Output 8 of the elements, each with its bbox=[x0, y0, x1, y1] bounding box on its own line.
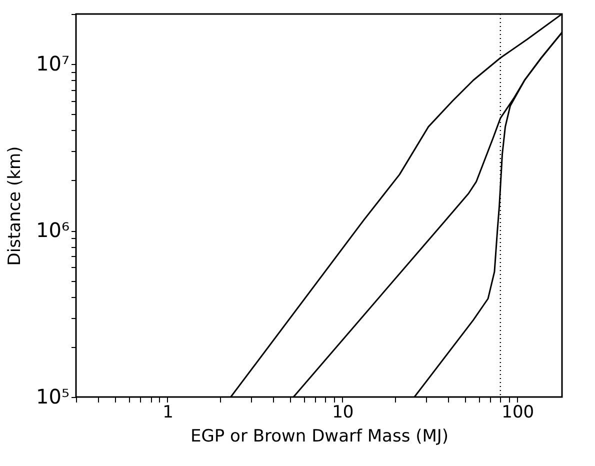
x-tick-label: 100 bbox=[502, 402, 534, 422]
x-tick-label: 1 bbox=[162, 402, 174, 422]
y-tick-label: 10⁵ bbox=[36, 384, 70, 408]
y-tick-label: 10⁷ bbox=[36, 52, 70, 76]
y-tick-label: 10⁶ bbox=[36, 218, 70, 242]
x-tick-label: 10 bbox=[332, 402, 354, 422]
x-axis-title: EGP or Brown Dwarf Mass (MJ) bbox=[190, 426, 449, 446]
y-axis-title: Distance (km) bbox=[5, 146, 26, 266]
